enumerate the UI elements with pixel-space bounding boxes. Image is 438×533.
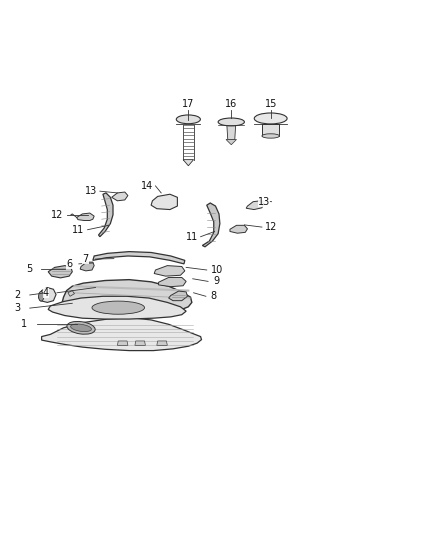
- Ellipse shape: [39, 292, 44, 301]
- Text: 11: 11: [186, 232, 198, 242]
- Text: 12: 12: [265, 222, 277, 232]
- Text: 12: 12: [51, 210, 63, 220]
- Text: 16: 16: [225, 100, 237, 109]
- Text: 3: 3: [14, 303, 21, 313]
- Polygon shape: [154, 265, 185, 276]
- Polygon shape: [262, 124, 279, 136]
- Polygon shape: [159, 278, 186, 287]
- Polygon shape: [226, 140, 237, 145]
- Polygon shape: [77, 213, 94, 221]
- Text: 14: 14: [141, 181, 153, 191]
- Ellipse shape: [92, 301, 145, 314]
- Polygon shape: [183, 159, 194, 166]
- Text: 9: 9: [214, 277, 220, 286]
- Text: 5: 5: [27, 264, 33, 274]
- Ellipse shape: [262, 134, 279, 138]
- Polygon shape: [157, 341, 167, 345]
- Polygon shape: [151, 194, 177, 209]
- Polygon shape: [39, 287, 56, 302]
- Text: 11: 11: [72, 225, 84, 235]
- Polygon shape: [202, 203, 220, 247]
- Text: 17: 17: [182, 100, 194, 109]
- Polygon shape: [227, 125, 236, 140]
- Text: 6: 6: [66, 259, 72, 269]
- Text: 15: 15: [265, 100, 277, 109]
- Polygon shape: [169, 291, 187, 301]
- Polygon shape: [62, 280, 192, 314]
- Text: 13: 13: [85, 186, 97, 196]
- Polygon shape: [42, 318, 201, 351]
- Polygon shape: [99, 193, 113, 237]
- Text: 10: 10: [211, 265, 223, 275]
- Text: 13: 13: [258, 197, 270, 207]
- Polygon shape: [230, 225, 247, 233]
- Polygon shape: [48, 296, 186, 319]
- Ellipse shape: [176, 115, 200, 124]
- Text: 7: 7: [82, 254, 88, 264]
- Polygon shape: [135, 341, 145, 345]
- Text: 1: 1: [21, 319, 27, 329]
- Polygon shape: [93, 252, 185, 264]
- Polygon shape: [80, 262, 94, 271]
- Polygon shape: [112, 192, 128, 201]
- Polygon shape: [246, 201, 264, 209]
- Polygon shape: [117, 341, 128, 345]
- Ellipse shape: [67, 321, 95, 334]
- Polygon shape: [48, 265, 72, 278]
- Ellipse shape: [71, 324, 92, 332]
- Ellipse shape: [254, 113, 287, 124]
- Text: 2: 2: [14, 290, 21, 300]
- Text: 4: 4: [43, 288, 49, 298]
- Text: 8: 8: [211, 291, 217, 301]
- Ellipse shape: [218, 118, 244, 126]
- Polygon shape: [68, 290, 74, 296]
